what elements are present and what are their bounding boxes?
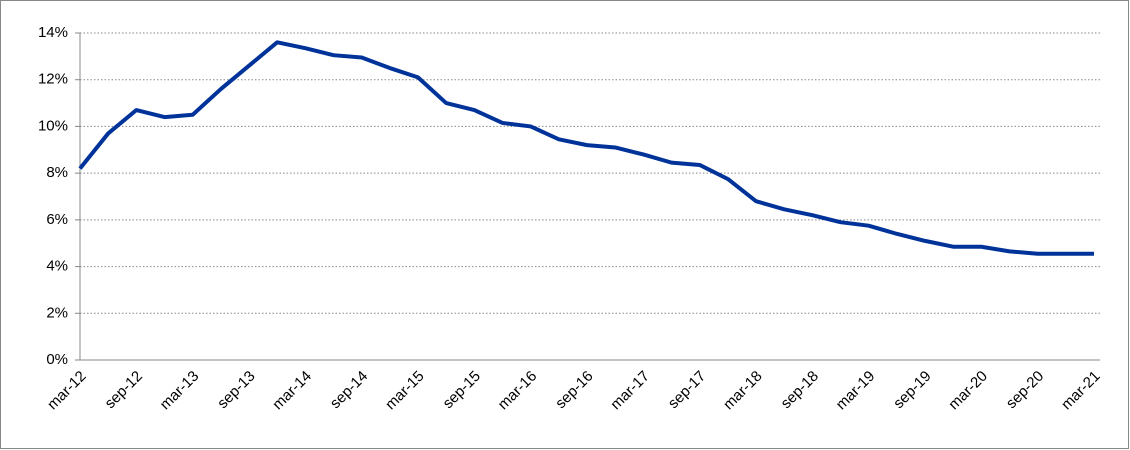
y-tick-label: 2% (46, 304, 68, 321)
series-line (78, 40, 1094, 256)
y-tick-label: 0% (46, 351, 68, 368)
y-tick-label: 12% (38, 71, 68, 88)
y-tick-label: 8% (46, 164, 68, 181)
y-tick-label: 10% (38, 117, 68, 134)
y-tick-label: 4% (46, 258, 68, 275)
y-tick-label: 14% (38, 24, 68, 41)
y-tick-label: 6% (46, 211, 68, 228)
